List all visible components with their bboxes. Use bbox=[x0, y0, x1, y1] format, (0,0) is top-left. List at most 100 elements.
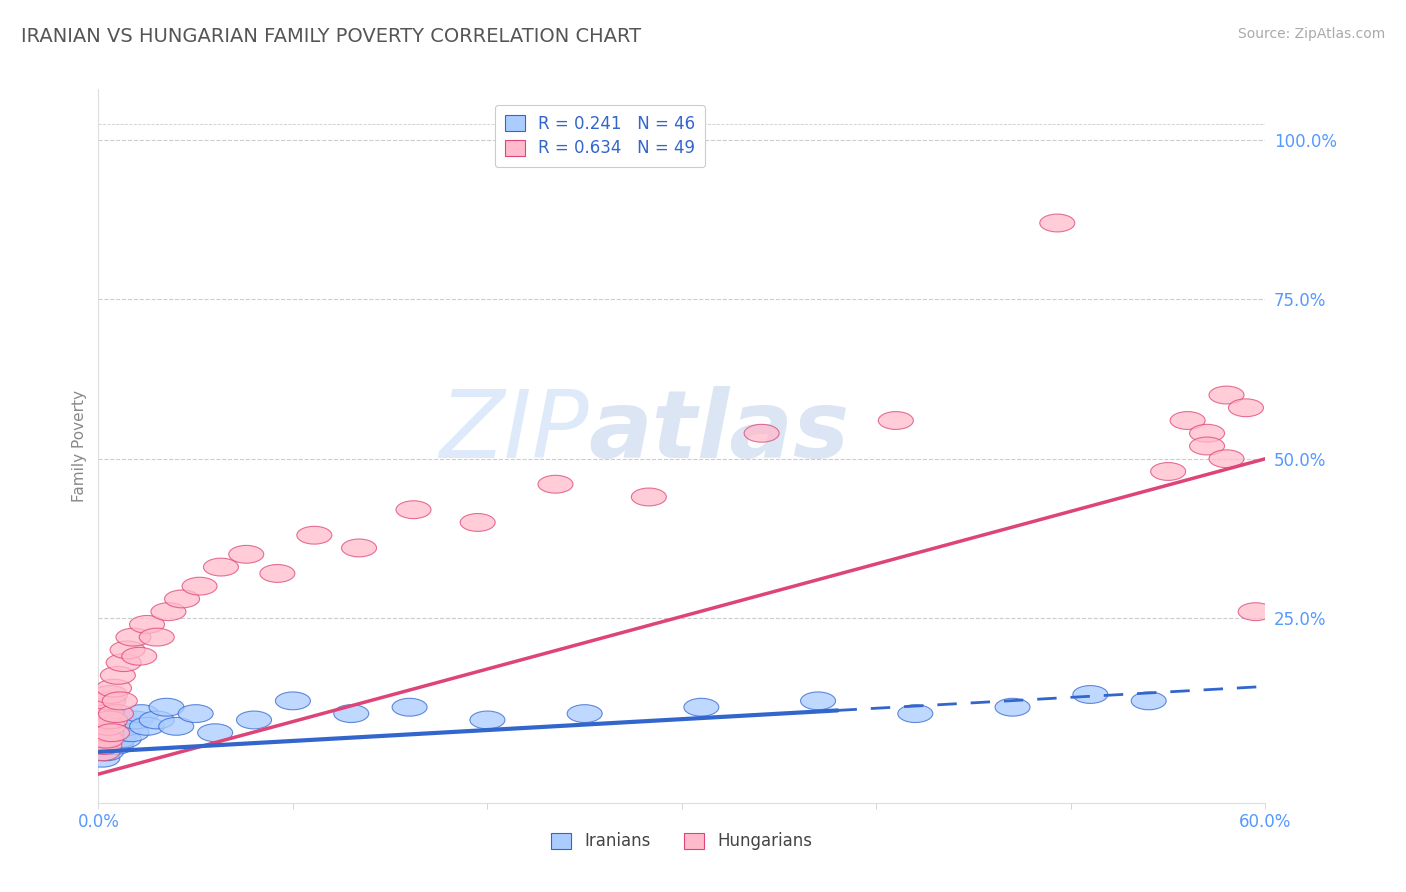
Ellipse shape bbox=[103, 692, 138, 710]
Ellipse shape bbox=[90, 723, 125, 741]
Ellipse shape bbox=[204, 558, 239, 576]
Ellipse shape bbox=[90, 705, 125, 723]
Ellipse shape bbox=[1040, 214, 1074, 232]
Ellipse shape bbox=[89, 731, 124, 748]
Ellipse shape bbox=[159, 717, 194, 735]
Ellipse shape bbox=[118, 711, 153, 729]
Ellipse shape bbox=[98, 705, 134, 723]
Ellipse shape bbox=[87, 723, 122, 741]
Ellipse shape bbox=[84, 717, 120, 735]
Ellipse shape bbox=[97, 679, 132, 697]
Ellipse shape bbox=[94, 723, 129, 741]
Ellipse shape bbox=[122, 648, 157, 665]
Ellipse shape bbox=[93, 711, 128, 729]
Ellipse shape bbox=[129, 615, 165, 633]
Ellipse shape bbox=[149, 698, 184, 716]
Y-axis label: Family Poverty: Family Poverty bbox=[72, 390, 87, 502]
Ellipse shape bbox=[83, 731, 118, 748]
Ellipse shape bbox=[1073, 686, 1108, 704]
Ellipse shape bbox=[84, 749, 120, 767]
Ellipse shape bbox=[90, 692, 125, 710]
Ellipse shape bbox=[97, 723, 132, 741]
Ellipse shape bbox=[98, 737, 134, 755]
Ellipse shape bbox=[107, 654, 141, 672]
Ellipse shape bbox=[87, 737, 122, 755]
Ellipse shape bbox=[879, 411, 914, 429]
Ellipse shape bbox=[104, 723, 139, 741]
Ellipse shape bbox=[1189, 437, 1225, 455]
Ellipse shape bbox=[89, 717, 124, 735]
Ellipse shape bbox=[89, 731, 124, 748]
Ellipse shape bbox=[87, 711, 122, 729]
Text: IRANIAN VS HUNGARIAN FAMILY POVERTY CORRELATION CHART: IRANIAN VS HUNGARIAN FAMILY POVERTY CORR… bbox=[21, 27, 641, 45]
Ellipse shape bbox=[333, 705, 368, 723]
Ellipse shape bbox=[1209, 386, 1244, 404]
Ellipse shape bbox=[139, 628, 174, 646]
Ellipse shape bbox=[93, 737, 128, 755]
Ellipse shape bbox=[260, 565, 295, 582]
Ellipse shape bbox=[114, 723, 149, 741]
Ellipse shape bbox=[89, 743, 124, 761]
Ellipse shape bbox=[100, 666, 135, 684]
Ellipse shape bbox=[297, 526, 332, 544]
Ellipse shape bbox=[276, 692, 311, 710]
Ellipse shape bbox=[87, 698, 122, 716]
Ellipse shape bbox=[1239, 603, 1274, 621]
Ellipse shape bbox=[115, 628, 150, 646]
Text: Source: ZipAtlas.com: Source: ZipAtlas.com bbox=[1237, 27, 1385, 41]
Ellipse shape bbox=[84, 743, 120, 761]
Ellipse shape bbox=[995, 698, 1031, 716]
Ellipse shape bbox=[683, 698, 718, 716]
Ellipse shape bbox=[229, 545, 264, 563]
Ellipse shape bbox=[898, 705, 932, 723]
Ellipse shape bbox=[165, 590, 200, 607]
Ellipse shape bbox=[93, 686, 128, 704]
Ellipse shape bbox=[107, 731, 141, 748]
Ellipse shape bbox=[84, 737, 120, 755]
Ellipse shape bbox=[236, 711, 271, 729]
Ellipse shape bbox=[631, 488, 666, 506]
Legend: Iranians, Hungarians: Iranians, Hungarians bbox=[543, 824, 821, 859]
Ellipse shape bbox=[84, 717, 120, 735]
Ellipse shape bbox=[90, 717, 125, 735]
Ellipse shape bbox=[83, 737, 118, 755]
Ellipse shape bbox=[124, 705, 159, 723]
Ellipse shape bbox=[342, 539, 377, 557]
Ellipse shape bbox=[87, 737, 122, 755]
Ellipse shape bbox=[181, 577, 217, 595]
Ellipse shape bbox=[179, 705, 214, 723]
Ellipse shape bbox=[93, 717, 128, 735]
Ellipse shape bbox=[150, 603, 186, 621]
Text: ZIP: ZIP bbox=[439, 386, 589, 477]
Ellipse shape bbox=[83, 743, 118, 761]
Ellipse shape bbox=[1132, 692, 1166, 710]
Ellipse shape bbox=[470, 711, 505, 729]
Ellipse shape bbox=[110, 717, 145, 735]
Ellipse shape bbox=[87, 711, 122, 729]
Text: atlas: atlas bbox=[589, 385, 849, 478]
Ellipse shape bbox=[1150, 463, 1185, 481]
Ellipse shape bbox=[110, 641, 145, 659]
Ellipse shape bbox=[103, 711, 138, 729]
Ellipse shape bbox=[396, 500, 432, 518]
Ellipse shape bbox=[1170, 411, 1205, 429]
Ellipse shape bbox=[1229, 399, 1264, 417]
Ellipse shape bbox=[139, 711, 174, 729]
Ellipse shape bbox=[100, 731, 135, 748]
Ellipse shape bbox=[1189, 425, 1225, 442]
Ellipse shape bbox=[83, 723, 118, 741]
Ellipse shape bbox=[460, 514, 495, 532]
Ellipse shape bbox=[100, 717, 135, 735]
Ellipse shape bbox=[538, 475, 574, 493]
Ellipse shape bbox=[800, 692, 835, 710]
Ellipse shape bbox=[1209, 450, 1244, 467]
Ellipse shape bbox=[392, 698, 427, 716]
Ellipse shape bbox=[89, 723, 124, 741]
Ellipse shape bbox=[94, 711, 129, 729]
Ellipse shape bbox=[129, 717, 165, 735]
Ellipse shape bbox=[744, 425, 779, 442]
Ellipse shape bbox=[89, 705, 124, 723]
Ellipse shape bbox=[567, 705, 602, 723]
Ellipse shape bbox=[84, 731, 120, 748]
Ellipse shape bbox=[94, 731, 129, 748]
